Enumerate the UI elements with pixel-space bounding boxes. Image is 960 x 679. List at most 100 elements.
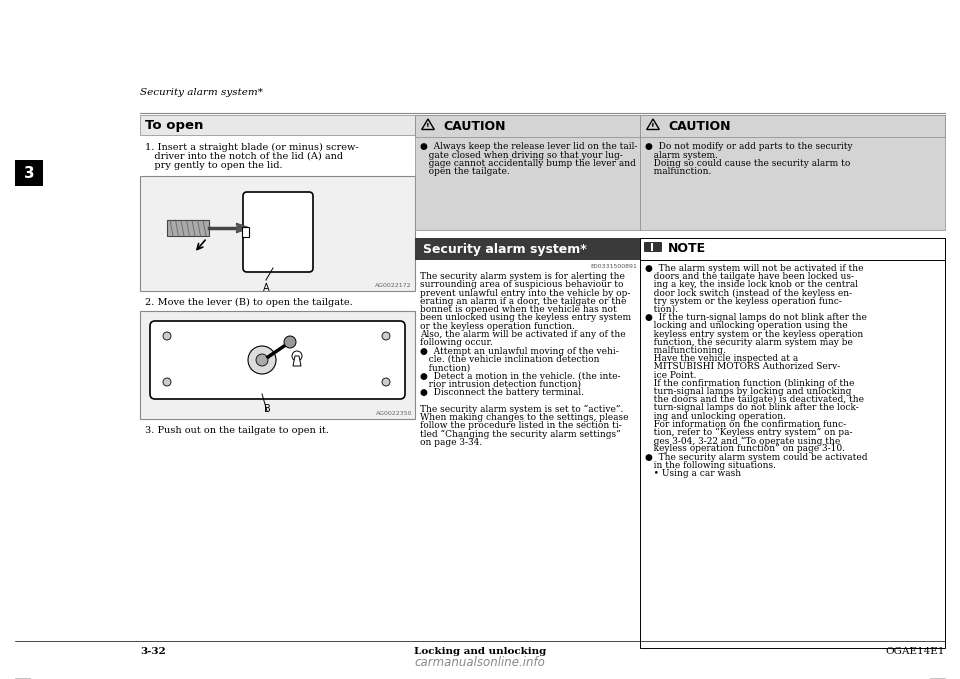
Text: follow the procedure listed in the section ti-: follow the procedure listed in the secti… xyxy=(420,422,622,430)
Circle shape xyxy=(248,346,276,374)
Text: AG0022350: AG0022350 xyxy=(375,411,412,416)
Text: gage cannot accidentally bump the lever and: gage cannot accidentally bump the lever … xyxy=(420,159,636,168)
Text: following occur.: following occur. xyxy=(420,338,492,348)
Text: malfunctioning.: malfunctioning. xyxy=(645,346,726,355)
Text: malfunction.: malfunction. xyxy=(645,168,711,177)
Text: ●  Always keep the release lever lid on the tail-: ● Always keep the release lever lid on t… xyxy=(420,142,637,151)
Text: 3. Push out on the tailgate to open it.: 3. Push out on the tailgate to open it. xyxy=(145,426,329,435)
Bar xyxy=(140,311,415,419)
Text: ●  Detect a motion in the vehicle. (the inte-: ● Detect a motion in the vehicle. (the i… xyxy=(420,371,620,381)
Bar xyxy=(15,160,43,186)
Text: surrounding area of suspicious behaviour to: surrounding area of suspicious behaviour… xyxy=(420,280,623,289)
Text: To open: To open xyxy=(145,119,204,132)
Text: CAUTION: CAUTION xyxy=(443,120,506,132)
Polygon shape xyxy=(237,224,247,232)
Text: ●  Do not modify or add parts to the security: ● Do not modify or add parts to the secu… xyxy=(645,142,852,151)
Text: on page 3-34.: on page 3-34. xyxy=(420,438,482,447)
Text: CAUTION: CAUTION xyxy=(668,120,731,132)
Circle shape xyxy=(292,351,302,361)
Text: A: A xyxy=(263,283,270,293)
Bar xyxy=(640,238,945,260)
Text: the doors and the tailgate) is deactivated, the: the doors and the tailgate) is deactivat… xyxy=(645,395,864,404)
Text: open the tailgate.: open the tailgate. xyxy=(420,168,510,177)
Text: rior intrusion detection function): rior intrusion detection function) xyxy=(420,380,581,389)
Bar xyxy=(651,243,653,251)
Circle shape xyxy=(163,332,171,340)
FancyBboxPatch shape xyxy=(243,192,313,272)
Bar xyxy=(140,176,415,291)
Circle shape xyxy=(163,378,171,386)
Text: Locking and unlocking: Locking and unlocking xyxy=(414,647,546,656)
Text: function, the security alarm system may be: function, the security alarm system may … xyxy=(645,337,852,347)
Circle shape xyxy=(382,332,390,340)
Circle shape xyxy=(256,354,268,366)
Bar xyxy=(415,115,640,230)
Text: function): function) xyxy=(420,363,470,372)
Text: ing and unlocking operation.: ing and unlocking operation. xyxy=(645,411,786,420)
Text: OGAE14E1: OGAE14E1 xyxy=(886,647,945,656)
Circle shape xyxy=(382,378,390,386)
Text: keyless entry system or the keyless operation: keyless entry system or the keyless oper… xyxy=(645,329,863,339)
Bar xyxy=(140,115,415,135)
Text: 3: 3 xyxy=(24,166,35,181)
Text: Security alarm system*: Security alarm system* xyxy=(423,242,587,255)
Text: turn-signal lamps by locking and unlocking: turn-signal lamps by locking and unlocki… xyxy=(645,387,852,396)
Bar xyxy=(242,227,249,237)
Text: alarm system.: alarm system. xyxy=(645,151,718,160)
Text: bonnet is opened when the vehicle has not: bonnet is opened when the vehicle has no… xyxy=(420,305,616,314)
Text: NOTE: NOTE xyxy=(668,242,707,255)
Bar xyxy=(415,115,640,137)
Bar xyxy=(640,238,945,648)
FancyBboxPatch shape xyxy=(650,242,662,252)
Text: driver into the notch of the lid (A) and: driver into the notch of the lid (A) and xyxy=(145,152,343,161)
Text: The security alarm system is for alerting the: The security alarm system is for alertin… xyxy=(420,272,625,281)
FancyBboxPatch shape xyxy=(150,321,405,399)
Text: For information on the confirmation func-: For information on the confirmation func… xyxy=(645,420,846,429)
Text: gate closed when driving so that your lug-: gate closed when driving so that your lu… xyxy=(420,151,623,160)
Text: 1. Insert a straight blade (or minus) screw-: 1. Insert a straight blade (or minus) sc… xyxy=(145,143,359,152)
Text: been unlocked using the keyless entry system: been unlocked using the keyless entry sy… xyxy=(420,314,631,323)
Text: turn-signal lamps do not blink after the lock-: turn-signal lamps do not blink after the… xyxy=(645,403,859,412)
Text: carmanualsonline.info: carmanualsonline.info xyxy=(415,656,545,669)
Text: If the confirmation function (blinking of the: If the confirmation function (blinking o… xyxy=(645,379,854,388)
Text: ●  Disconnect the battery terminal.: ● Disconnect the battery terminal. xyxy=(420,388,584,397)
Text: 2. Move the lever (B) to open the tailgate.: 2. Move the lever (B) to open the tailga… xyxy=(145,298,352,307)
Text: MITSUBISHI MOTORS Authorized Serv-: MITSUBISHI MOTORS Authorized Serv- xyxy=(645,363,840,371)
Text: !: ! xyxy=(426,122,430,132)
Text: keyless operation function” on page 3-10.: keyless operation function” on page 3-10… xyxy=(645,444,845,454)
Text: • Using a car wash: • Using a car wash xyxy=(645,469,741,478)
Text: or the keyless operation function.: or the keyless operation function. xyxy=(420,322,575,331)
Text: Doing so could cause the security alarm to: Doing so could cause the security alarm … xyxy=(645,159,851,168)
Text: tled “Changing the security alarm settings”: tled “Changing the security alarm settin… xyxy=(420,430,621,439)
Text: ges 3-04, 3-22 and “To operate using the: ges 3-04, 3-22 and “To operate using the xyxy=(645,436,840,445)
Text: erating an alarm if a door, the tailgate or the: erating an alarm if a door, the tailgate… xyxy=(420,297,626,306)
Text: ing a key, the inside lock knob or the central: ing a key, the inside lock knob or the c… xyxy=(645,280,858,289)
Text: AG0022172: AG0022172 xyxy=(375,283,412,288)
Text: 3-32: 3-32 xyxy=(140,647,166,656)
FancyBboxPatch shape xyxy=(644,242,656,252)
Text: ●  The alarm system will not be activated if the: ● The alarm system will not be activated… xyxy=(645,264,863,273)
Bar xyxy=(640,115,945,137)
Text: try system or the keyless operation func-: try system or the keyless operation func… xyxy=(645,297,842,306)
Text: doors and the tailgate have been locked us-: doors and the tailgate have been locked … xyxy=(645,272,854,281)
Text: locking and unlocking operation using the: locking and unlocking operation using th… xyxy=(645,321,848,331)
Text: The security alarm system is set to “active”.: The security alarm system is set to “act… xyxy=(420,405,623,414)
Text: door lock switch (instead of the keyless en-: door lock switch (instead of the keyless… xyxy=(645,289,852,297)
Text: ●  The security alarm system could be activated: ● The security alarm system could be act… xyxy=(645,453,868,462)
Text: ●  Attempt an unlawful moving of the vehi-: ● Attempt an unlawful moving of the vehi… xyxy=(420,347,619,356)
Text: Also, the alarm will be activated if any of the: Also, the alarm will be activated if any… xyxy=(420,330,626,339)
Text: pry gently to open the lid.: pry gently to open the lid. xyxy=(145,161,282,170)
Text: ●  If the turn-signal lamps do not blink after the: ● If the turn-signal lamps do not blink … xyxy=(645,313,867,323)
Bar xyxy=(640,115,945,230)
Text: Have the vehicle inspected at a: Have the vehicle inspected at a xyxy=(645,354,799,363)
Text: cle. (the vehicle inclination detection: cle. (the vehicle inclination detection xyxy=(420,355,599,364)
Text: Security alarm system*: Security alarm system* xyxy=(140,88,263,97)
Text: !: ! xyxy=(651,122,655,132)
Bar xyxy=(415,238,640,260)
Text: When making changes to the settings, please: When making changes to the settings, ple… xyxy=(420,413,629,422)
Text: ice Point.: ice Point. xyxy=(645,371,697,380)
Text: in the following situations.: in the following situations. xyxy=(645,461,776,470)
Circle shape xyxy=(284,336,296,348)
Text: B: B xyxy=(264,404,271,414)
Bar xyxy=(167,220,209,236)
